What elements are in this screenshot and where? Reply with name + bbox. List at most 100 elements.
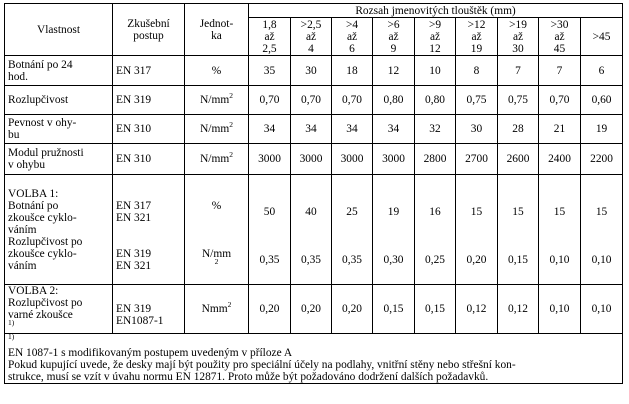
value-cell: 0,80 [414,85,456,115]
band-line: 19 [470,42,483,55]
band-header: >19 až 30 [497,17,539,56]
band-header: >45 [579,17,624,56]
spacer [418,242,452,254]
spacer [542,194,577,206]
option1-method-line: EN 317 [116,199,152,212]
option1-property-line: Rozlupčivost po [8,235,83,248]
value-cell: 0,70 [538,85,581,115]
value-cell: 7 [538,55,581,86]
row-method: EN 310 [112,114,185,144]
spacer [252,218,287,230]
spacer [459,218,494,230]
unit-superscript: 2 [214,256,219,266]
header-range-title-text: Rozsah jmenovitých tlouštěk (mm) [355,4,516,17]
spacer [542,230,577,242]
band-line: 4 [308,42,314,55]
option1-unit-nmm: N/mm 2 [188,248,245,272]
row-unit: N/mm2 [184,143,249,175]
option1-values: 40 0,35 [290,174,332,285]
value-cell: 3000 [290,143,332,175]
value-cell: 34 [248,114,291,144]
value-cell: 21 [538,114,581,144]
value-cell: 50 [263,205,276,218]
row-method: EN 317 [112,55,185,86]
unit-superscript: 2 [229,150,233,160]
band-line: >6 [387,18,400,31]
spacer [376,230,411,242]
header-unit-line: ka [211,29,222,42]
row-property-line: Pevnost v ohy- [8,117,77,129]
value-cell: 8 [455,55,498,86]
option1-row: VOLBA 1: Botnání po zkoušce cyklo- váním… [4,174,624,285]
band-line: 6 [349,42,355,55]
row-property-line: bu [8,129,20,141]
unit-base: N/mm [200,153,230,165]
value-cell: 0,60 [579,85,624,115]
unit-base: Nmm [201,303,228,315]
option1-property: VOLBA 1: Botnání po zkoušce cyklo- váním… [4,174,113,285]
value-cell: 18 [331,55,373,86]
spacer [584,194,619,206]
spacer [501,242,535,254]
value-cell: 28 [497,114,539,144]
spacer [376,218,411,230]
spacer [116,236,181,248]
header-property-label: Vlastnost [36,23,81,36]
value-cell: 0,30 [383,253,404,266]
value-cell: 30 [290,55,332,86]
value-cell: 0,75 [497,85,539,115]
footnote-line: 1) EN 1087-1 s modifikovaným postupem uv… [8,335,619,359]
spec-table-wrapper: Vlastnost Zkušební postup Jednot- ka Roz… [3,3,624,384]
spacer [252,242,287,254]
band-line: >19 [509,18,527,31]
option1-property-line: váním [8,259,37,272]
value-cell: 19 [387,205,400,218]
band-header: >4 až 6 [331,17,373,56]
option1-unit: % N/mm 2 [184,174,249,285]
value-cell: 0,20 [248,284,291,334]
band-line: až [388,30,399,43]
option1-method-line: EN 321 [116,259,152,272]
spacer [376,194,411,206]
value-cell: 2600 [497,143,539,175]
value-cell: 15 [553,205,566,218]
footnote-paragraph-line: strukce, musí se vzít v úvahu normu EN 1… [8,370,489,383]
spacer [188,188,245,200]
band-line: 1,8 [262,18,277,31]
header-property: Vlastnost [4,3,113,56]
spacer [584,242,619,254]
value-cell: 0,20 [331,284,373,334]
value-cell: 19 [579,114,624,144]
option1-method-line: EN 319 [116,247,152,260]
band-line: 9 [390,42,397,55]
band-line: >4 [345,18,359,31]
value-cell: 3000 [372,143,415,175]
band-line: 2,5 [262,42,277,55]
value-cell: 2700 [455,143,498,175]
option1-unit-percent: % [211,199,222,212]
spacer [116,188,181,200]
value-cell: 0,35 [259,253,280,266]
header-range-title: Rozsah jmenovitých tlouštěk (mm) [247,3,624,18]
option1-title: VOLBA 1: [8,187,59,200]
row-property-line: hod. [8,70,28,83]
table-row: Modul pružnosti v ohybu EN 310 N/mm2 3000… [4,143,624,175]
option1-property-line: váním [8,223,37,236]
band-line: až [346,30,358,43]
option1-values: 15 0,15 [497,174,539,285]
option1-method-line: EN 321 [116,211,152,224]
option2-property: VOLBA 2: Rozlupčivost po varné zkoušce 1) [4,284,113,334]
band-line: >12 [467,18,486,31]
value-cell: 0,20 [466,253,487,266]
footnote-ref: 1) [8,318,15,328]
spacer [459,242,494,254]
row-unit: % [184,55,249,86]
value-cell: 0,70 [248,85,291,115]
value-cell: 2200 [579,143,624,175]
spacer [418,218,452,230]
band-line: >45 [592,30,611,43]
row-method: EN 319 [112,85,185,115]
option1-values: 15 0,10 [538,174,581,285]
property-table: Vlastnost Zkušební postup Jednot- ka Roz… [3,3,624,384]
band-line: 30 [512,42,524,55]
